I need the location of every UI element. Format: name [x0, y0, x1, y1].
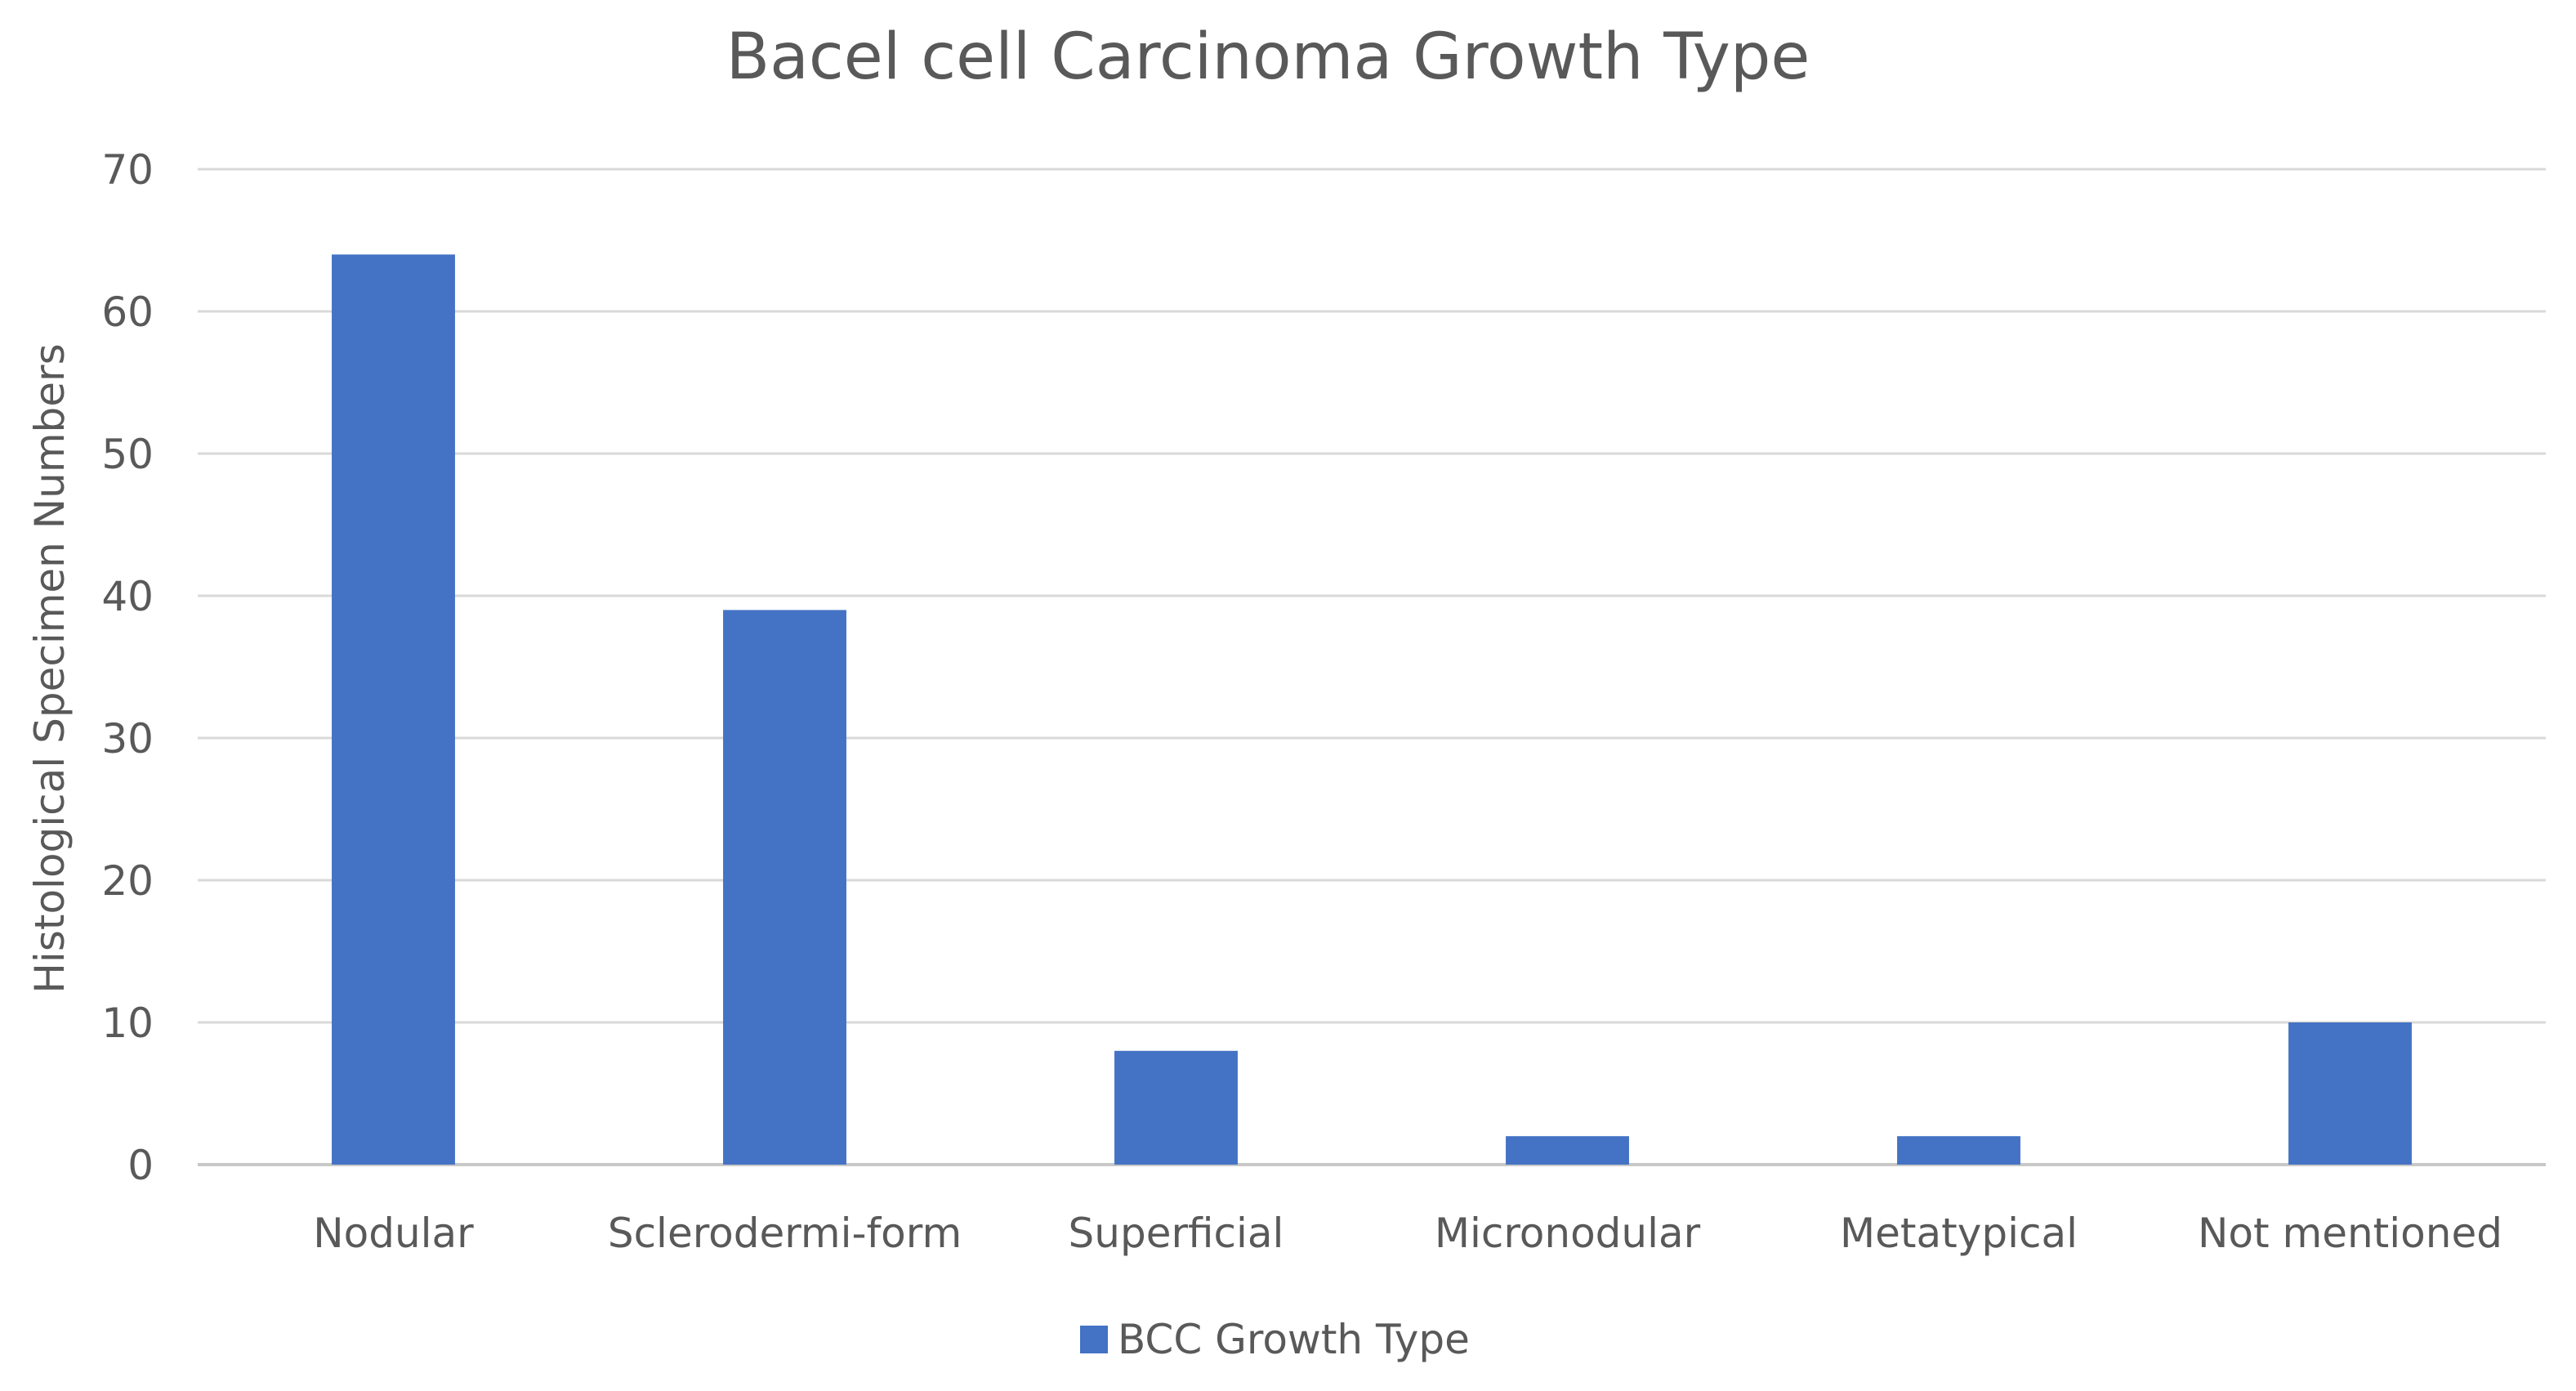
x-tick-label: Sclerodermi-form	[608, 1210, 962, 1257]
y-tick-label: 60	[101, 288, 154, 336]
bar	[332, 254, 455, 1165]
y-tick-label: 10	[101, 1000, 154, 1047]
bar	[1114, 1050, 1238, 1165]
legend-label: BCC Growth Type	[1118, 1316, 1470, 1363]
bar	[723, 610, 846, 1165]
y-tick-label: 50	[101, 431, 154, 478]
bar-series	[332, 254, 2412, 1165]
x-tick-label: Nodular	[313, 1210, 474, 1257]
y-axis-title: Histological Specimen Numbers	[26, 343, 74, 993]
y-tick-label: 40	[101, 573, 154, 620]
axes: 0 10 20 30 40 50 60 70 Nodular Sclerodermi-form Su…	[101, 146, 2502, 1257]
x-tick-label: Micronodular	[1435, 1210, 1701, 1257]
x-tick-label: Metatypical	[1840, 1210, 2078, 1257]
bar	[2288, 1022, 2412, 1165]
legend: BCC Growth Type	[1080, 1316, 1470, 1363]
y-tick-label: 30	[101, 715, 154, 763]
x-tick-label: Superficial	[1069, 1210, 1284, 1257]
y-tick-label: 20	[101, 857, 154, 905]
gridlines	[198, 168, 2546, 1166]
bar	[1897, 1136, 2020, 1165]
y-tick-label: 0	[127, 1142, 154, 1189]
bar	[1506, 1136, 1629, 1165]
y-tick-label: 70	[101, 146, 154, 194]
chart-title: Bacel cell Carcinoma Growth Type	[726, 20, 1810, 94]
x-tick-label: Not mentioned	[2198, 1210, 2502, 1257]
legend-swatch	[1080, 1326, 1108, 1353]
